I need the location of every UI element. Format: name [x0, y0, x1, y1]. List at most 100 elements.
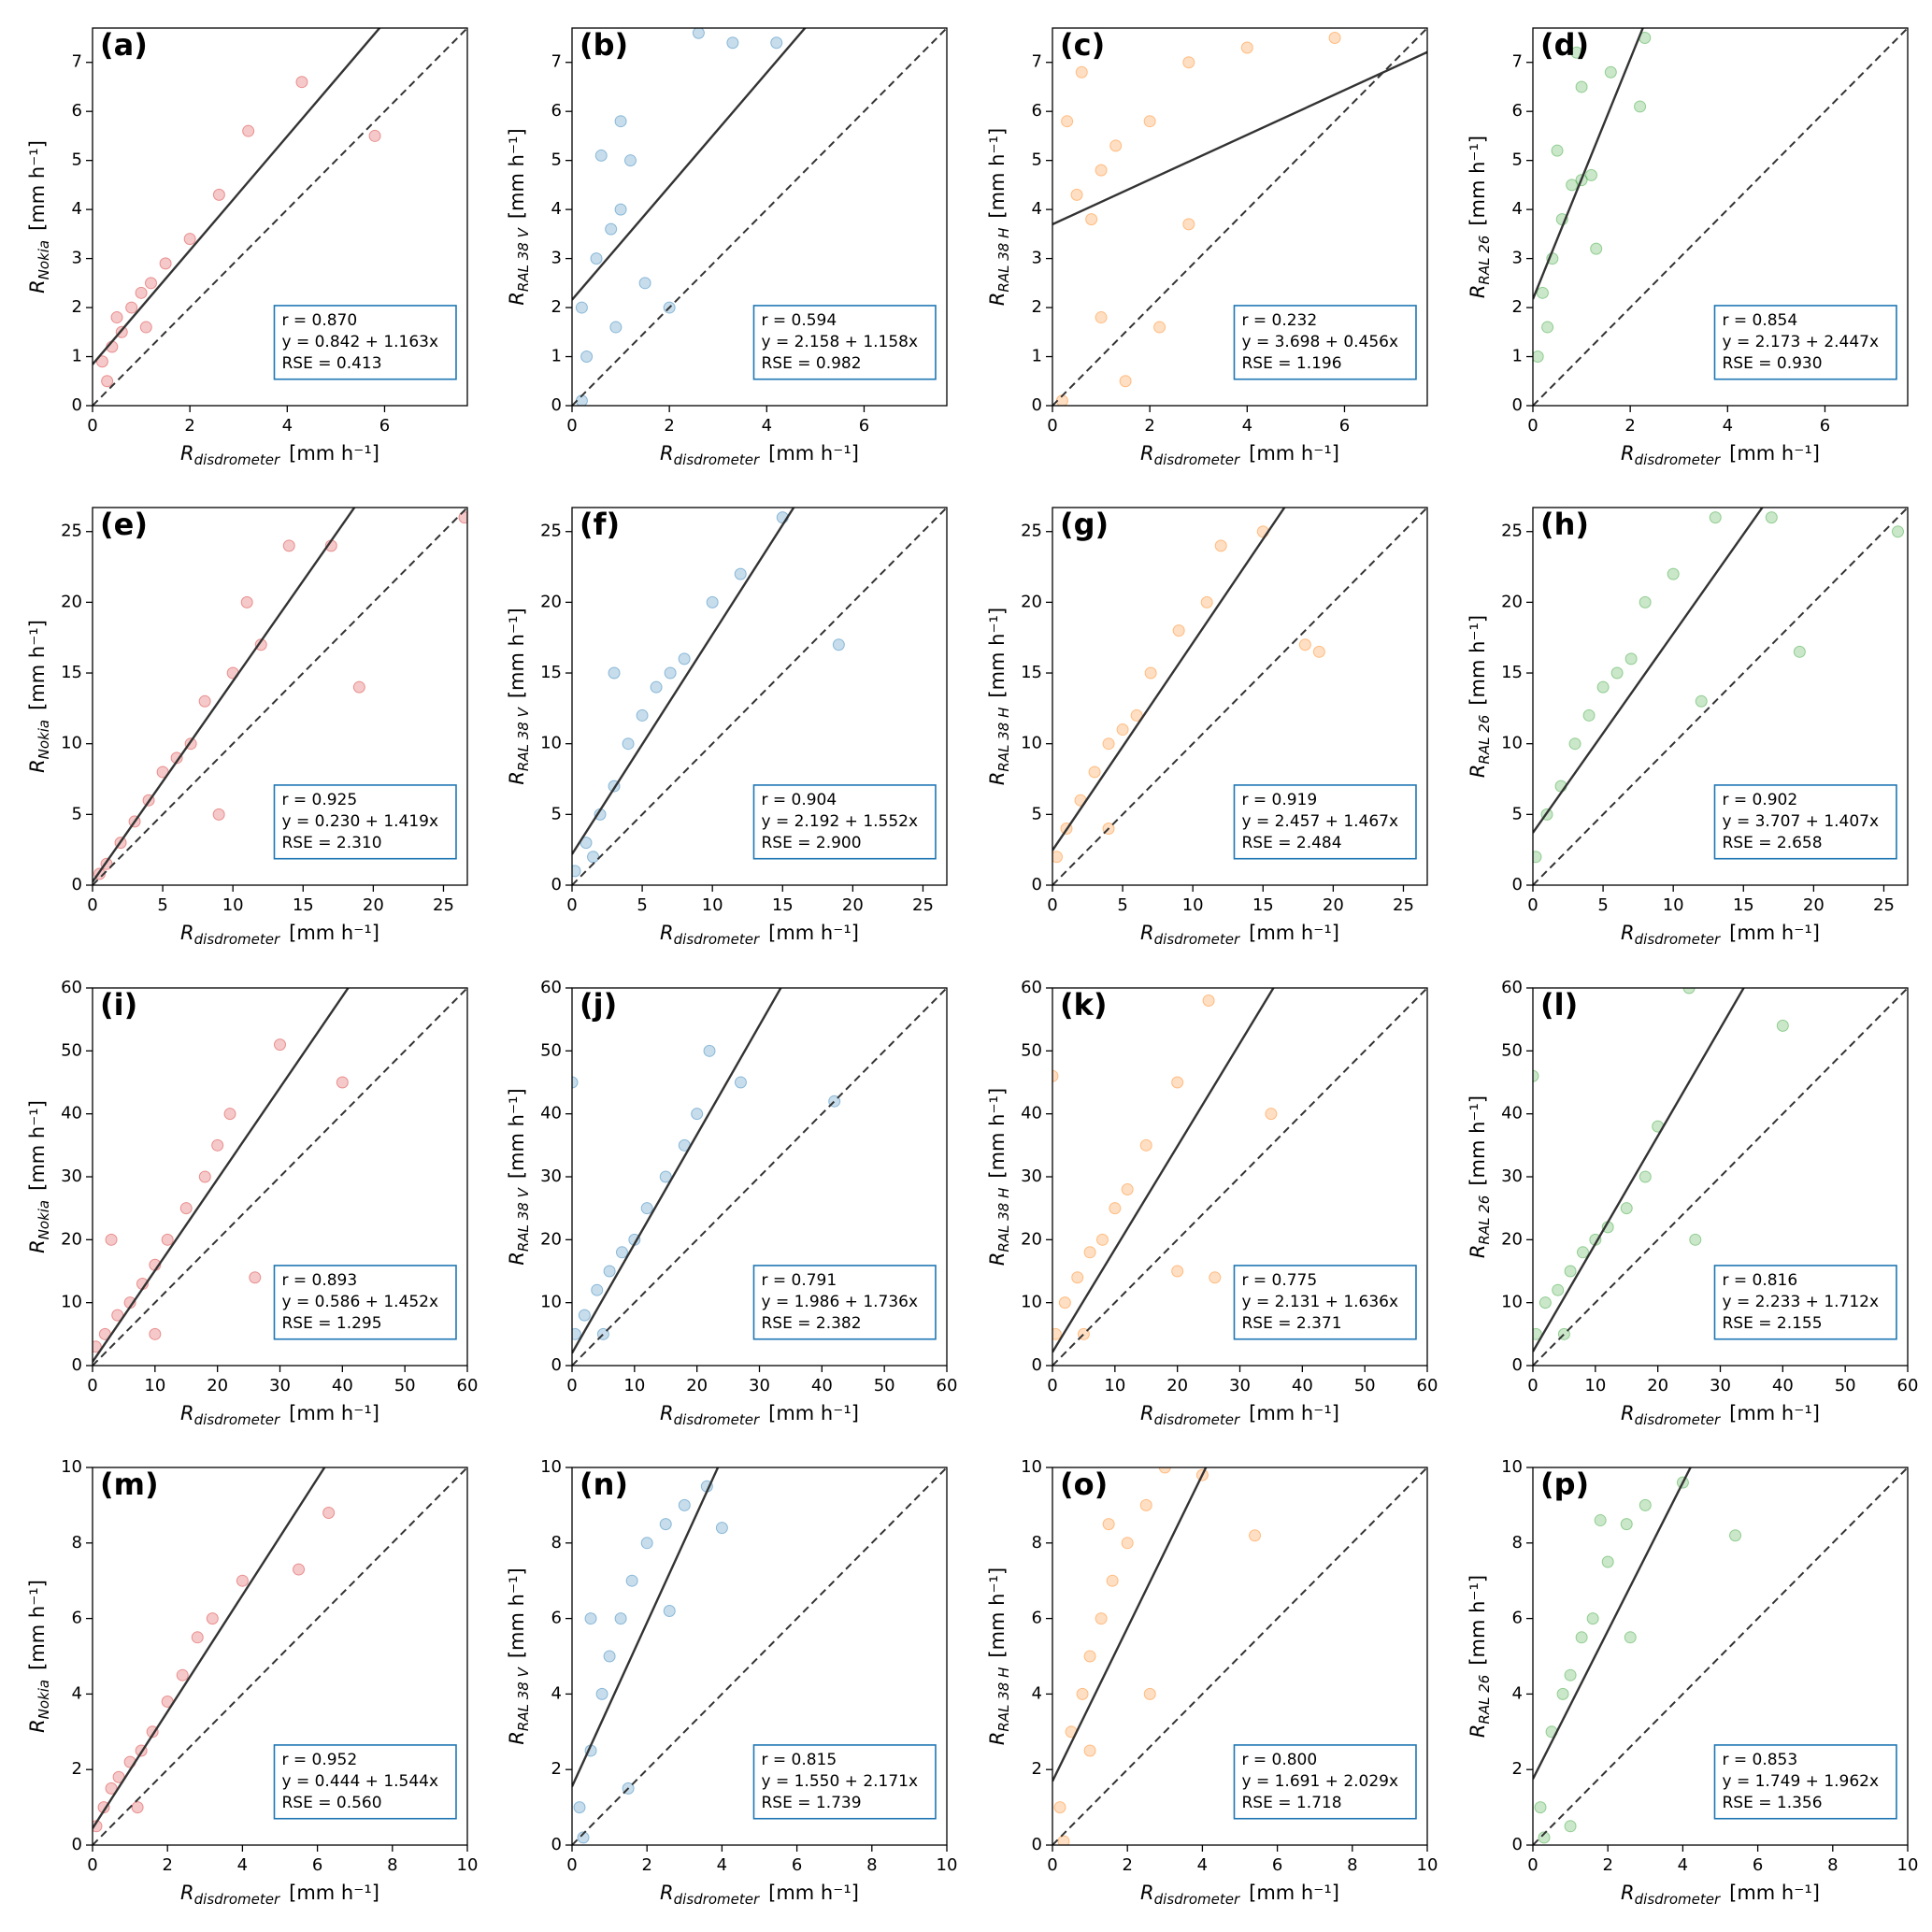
annotation-line: RSE = 1.356 — [1722, 1794, 1822, 1812]
point — [1556, 1687, 1569, 1700]
point — [1116, 723, 1129, 737]
point — [1639, 1170, 1652, 1183]
y-tick-label: 3 — [551, 249, 562, 268]
point — [198, 1170, 211, 1183]
point — [1182, 56, 1195, 69]
axis-subscript: disdrometer — [674, 1891, 760, 1908]
axis-unit: [mm h⁻¹] — [506, 128, 528, 219]
point — [274, 1038, 286, 1052]
point — [1052, 851, 1064, 864]
point — [1634, 100, 1647, 113]
x-tick-label: 10 — [1663, 895, 1684, 915]
panel-label: (f) — [580, 507, 620, 542]
identity-line — [1052, 1467, 1427, 1845]
point — [249, 1271, 262, 1284]
x-tick-label: 40 — [332, 1376, 353, 1395]
axis-unit: [mm h⁻¹] — [768, 922, 859, 944]
point — [1209, 1271, 1222, 1284]
x-tick-label: 25 — [1873, 895, 1895, 915]
identity-line — [1052, 508, 1427, 885]
y-tick-label: 10 — [1501, 734, 1523, 753]
point — [1121, 1537, 1134, 1550]
x-tick-label: 2 — [1144, 416, 1154, 436]
fit-line — [1533, 988, 1745, 1352]
axis-symbol: R — [506, 1731, 528, 1745]
y-tick-label: 30 — [1021, 1166, 1042, 1186]
annotation-line: y = 1.691 + 2.029x — [1241, 1772, 1398, 1791]
y-tick-label: 4 — [551, 199, 562, 219]
x-tick-label: 2 — [1122, 1855, 1132, 1875]
panel-label: (j) — [580, 987, 617, 1023]
annotation-box — [1713, 784, 1897, 860]
axis-unit: [mm h⁻¹] — [1729, 922, 1820, 944]
axis-unit: [mm h⁻¹] — [1467, 1095, 1489, 1186]
identity-line — [1533, 1467, 1908, 1845]
point — [1601, 1555, 1614, 1568]
point — [1576, 1246, 1589, 1259]
point — [295, 76, 308, 89]
x-tick-label: 25 — [433, 895, 454, 915]
x-tick-label: 4 — [1723, 416, 1733, 436]
point — [170, 751, 183, 765]
axes-frame — [571, 507, 948, 886]
y-tick-label: 8 — [1512, 1533, 1523, 1553]
point — [1534, 1801, 1547, 1814]
y-tick-label: 6 — [72, 1609, 82, 1628]
point — [659, 1518, 672, 1531]
axis-subscript: disdrometer — [194, 931, 280, 948]
axis-subscript: Nokia — [36, 1200, 52, 1239]
axis-symbol: R — [660, 1882, 674, 1904]
axis-symbol: R — [1467, 1245, 1489, 1259]
axis-subscript: disdrometer — [194, 1891, 280, 1908]
point — [603, 1265, 616, 1278]
point — [614, 203, 627, 216]
y-axis-label: RRAL 38 V [mm h⁻¹] — [506, 608, 532, 784]
x-axis-label: Rdisdrometer [mm h⁻¹] — [180, 442, 379, 468]
axis-unit: [mm h⁻¹] — [506, 1567, 528, 1658]
x-tick-label: 6 — [379, 416, 390, 436]
point — [1575, 1631, 1588, 1644]
plot-area — [1052, 28, 1427, 406]
axis-unit: [mm h⁻¹] — [986, 608, 1009, 698]
axis-unit: [mm h⁻¹] — [1249, 1882, 1339, 1904]
axis-unit: [mm h⁻¹] — [289, 442, 379, 465]
x-tick-label: 8 — [1347, 1855, 1357, 1875]
axis-symbol: R — [1140, 1882, 1154, 1904]
y-tick-label: 10 — [1501, 1293, 1523, 1312]
annotation-line: y = 0.586 + 1.452x — [281, 1293, 438, 1311]
point — [1298, 638, 1311, 651]
y-tick-label: 0 — [1512, 395, 1523, 415]
y-tick-label: 6 — [1512, 1609, 1523, 1628]
axis-subscript: RAL 38 V — [515, 1186, 532, 1252]
y-tick-label: 3 — [72, 249, 82, 268]
fit-line — [93, 28, 381, 365]
annotation-line: y = 0.230 + 1.419x — [281, 812, 438, 831]
identity-line — [572, 508, 947, 885]
axes-frame — [1532, 507, 1909, 886]
axes-frame — [1052, 507, 1428, 886]
y-axis-label: RRAL 38 H [mm h⁻¹] — [986, 1088, 1012, 1266]
point — [1568, 737, 1581, 751]
point — [1667, 567, 1680, 580]
point — [125, 301, 138, 314]
axis-unit: [mm h⁻¹] — [1249, 922, 1339, 944]
x-axis-label: Rdisdrometer [mm h⁻¹] — [180, 1882, 379, 1908]
y-tick-label: 25 — [540, 522, 562, 541]
panel-label: (d) — [1540, 27, 1589, 63]
point — [135, 286, 148, 299]
y-axis-label: RNokia [mm h⁻¹] — [26, 620, 52, 773]
annotation-line: y = 2.173 + 2.447x — [1722, 333, 1879, 351]
point — [1586, 1612, 1599, 1625]
y-tick-label: 5 — [1512, 150, 1523, 170]
fit-line — [1533, 1467, 1692, 1780]
point — [1119, 375, 1132, 388]
x-tick-label: 0 — [566, 416, 577, 436]
y-tick-label: 10 — [61, 1457, 82, 1477]
y-tick-label: 40 — [1501, 1104, 1523, 1123]
y-tick-label: 10 — [540, 1457, 562, 1477]
point — [622, 737, 635, 751]
point — [1624, 1631, 1637, 1644]
plot-area — [93, 508, 467, 885]
point — [183, 233, 196, 246]
plot-area — [1052, 1467, 1427, 1845]
